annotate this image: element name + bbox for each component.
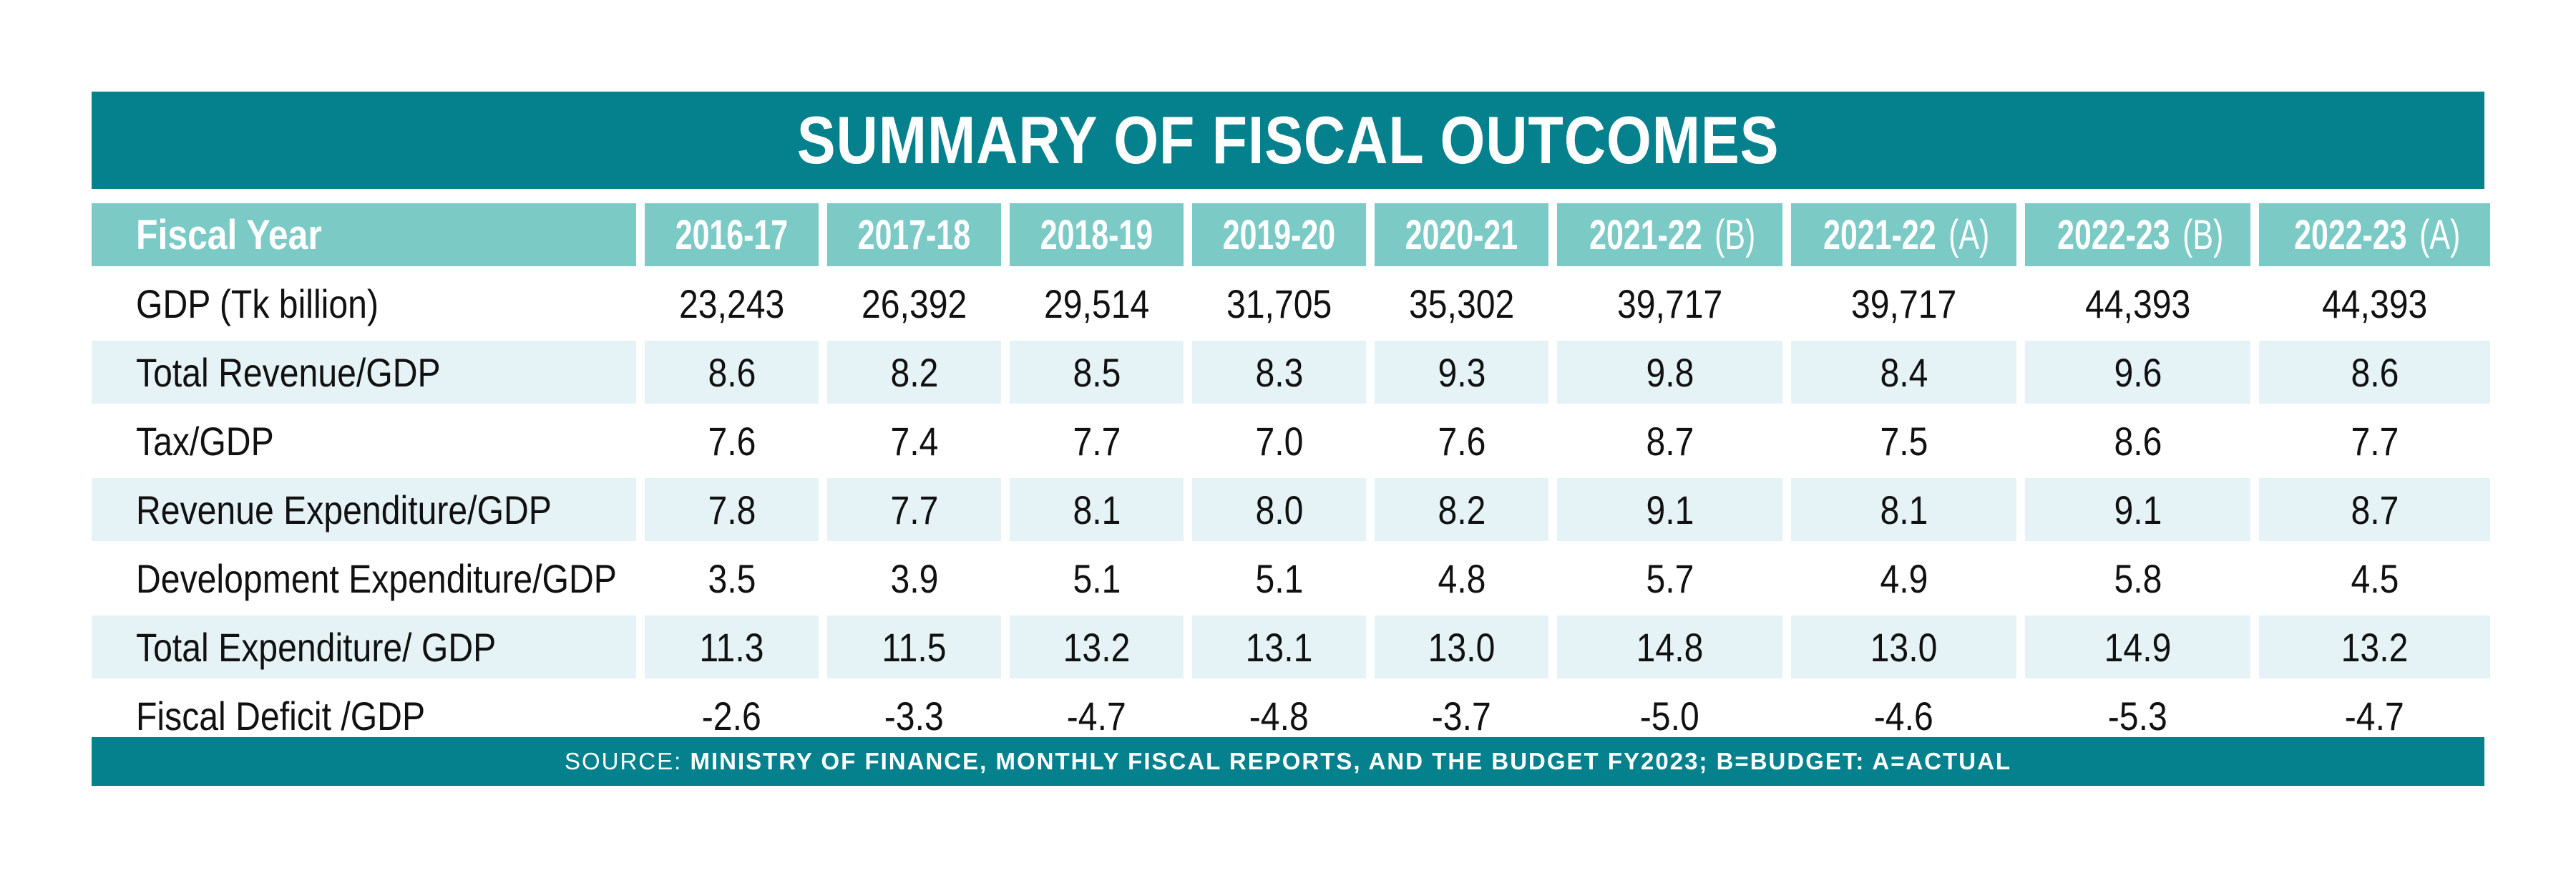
table-cell: 8.6: [2259, 341, 2490, 404]
source-footer: SOURCE: MINISTRY OF FINANCE, MONTHLY FIS…: [92, 737, 2484, 786]
table-cell: -4.6: [1874, 693, 1933, 739]
table-cell: 7.0: [1255, 418, 1303, 464]
row-label: Total Expenditure/ GDP: [92, 615, 636, 678]
source-text: MINISTRY OF FINANCE, MONTHLY FISCAL REPO…: [690, 748, 2012, 774]
header-year-cell: 2020-21: [1375, 203, 1548, 266]
row-label: Fiscal Deficit /GDP: [136, 693, 426, 739]
table-cell: 29,514: [1043, 281, 1150, 326]
table-cell: 8.1: [1791, 478, 2016, 541]
table-cell: 7.7: [1073, 418, 1121, 464]
table-cell: 8.0: [1192, 478, 1366, 541]
title-banner: SUMMARY OF FISCAL OUTCOMES: [92, 92, 2484, 189]
header-fiscal-year-label: Fiscal Year: [92, 203, 636, 266]
table-cell: 23,243: [678, 281, 785, 326]
table-cell: 4.5: [2351, 555, 2399, 601]
table-cell: 11.3: [645, 615, 819, 678]
row-label: Revenue Expenditure/GDP: [92, 478, 636, 541]
fiscal-table: Fiscal Year 2016-17 2017-18 2018-19 2019…: [92, 203, 2490, 747]
table-cell: 39,717: [1850, 281, 1957, 326]
table-cell: 9.1: [1557, 478, 1782, 541]
table-cell: 7.7: [2351, 418, 2399, 464]
table-cell: 5.7: [1646, 555, 1694, 601]
table-cell: -4.7: [2345, 693, 2404, 739]
table-cell: 8.6: [2114, 418, 2162, 464]
table-cell: 9.8: [1557, 341, 1782, 404]
table-cell: 13.1: [1192, 615, 1366, 678]
table-cell: 8.3: [1192, 341, 1366, 404]
table-cell: 4.9: [1880, 555, 1928, 601]
table-cell: 3.5: [708, 555, 756, 601]
table-cell: 7.7: [827, 478, 1001, 541]
table-cell: 8.7: [2259, 478, 2490, 541]
table-cell: 14.8: [1557, 615, 1782, 678]
table-cell: 7.6: [1438, 418, 1485, 464]
table-cell: 9.3: [1375, 341, 1548, 404]
table-cell: 9.6: [2025, 341, 2250, 404]
table-cell: 7.5: [1880, 418, 1928, 464]
table-cell: 8.4: [1791, 341, 2016, 404]
table-cell: 44,393: [2084, 281, 2191, 326]
table-cell: -3.3: [884, 693, 944, 739]
table-cell: 13.0: [1791, 615, 2016, 678]
table-cell: 39,717: [1616, 281, 1723, 326]
table-cell: 7.4: [890, 418, 938, 464]
row-label: Development Expenditure/GDP: [136, 555, 617, 601]
table-cell: -2.6: [702, 693, 761, 739]
row-label: Tax/GDP: [136, 418, 274, 464]
header-year-cell: 2022-23 (B): [2025, 203, 2250, 266]
header-year-cell: 2019-20: [1192, 203, 1366, 266]
table-cell: 13.2: [2259, 615, 2490, 678]
table-cell: 7.6: [708, 418, 756, 464]
table-cell: 13.0: [1375, 615, 1548, 678]
row-label: Total Revenue/GDP: [92, 341, 636, 404]
table-cell: -5.3: [2108, 693, 2167, 739]
source-prefix: SOURCE:: [564, 748, 683, 774]
table-cell: 8.6: [645, 341, 819, 404]
table-cell: 8.2: [1375, 478, 1548, 541]
table-cell: 8.1: [1010, 478, 1184, 541]
table-cell: 5.1: [1255, 555, 1303, 601]
header-year-cell: 2016-17: [645, 203, 819, 266]
table-cell: 8.2: [827, 341, 1001, 404]
header-year-cell: 2021-22 (B): [1557, 203, 1782, 266]
row-label: GDP (Tk billion): [136, 281, 379, 326]
table-cell: -4.8: [1249, 693, 1309, 739]
table-cell: 26,392: [861, 281, 967, 326]
page-title: SUMMARY OF FISCAL OUTCOMES: [796, 102, 1780, 177]
table-cell: 14.9: [2025, 615, 2250, 678]
table-cell: 3.9: [890, 555, 938, 601]
table-cell: 9.1: [2025, 478, 2250, 541]
table-cell: 8.7: [1646, 418, 1694, 464]
table-cell: 11.5: [827, 615, 1001, 678]
header-year-cell: 2017-18: [827, 203, 1001, 266]
table-cell: 8.5: [1010, 341, 1184, 404]
table-cell: -4.7: [1067, 693, 1126, 739]
header-year-cell: 2018-19: [1010, 203, 1184, 266]
table-cell: 35,302: [1408, 281, 1515, 326]
table-cell: 44,393: [2321, 281, 2428, 326]
table-cell: 31,705: [1226, 281, 1332, 326]
table-cell: 5.8: [2114, 555, 2162, 601]
table-cell: 13.2: [1010, 615, 1184, 678]
table-cell: 4.8: [1438, 555, 1485, 601]
header-year-cell: 2021-22 (A): [1791, 203, 2016, 266]
table-cell: -3.7: [1432, 693, 1491, 739]
header-year-cell: 2022-23 (A): [2259, 203, 2490, 266]
table-cell: -5.0: [1640, 693, 1699, 739]
table-cell: 5.1: [1073, 555, 1121, 601]
table-cell: 7.8: [645, 478, 819, 541]
